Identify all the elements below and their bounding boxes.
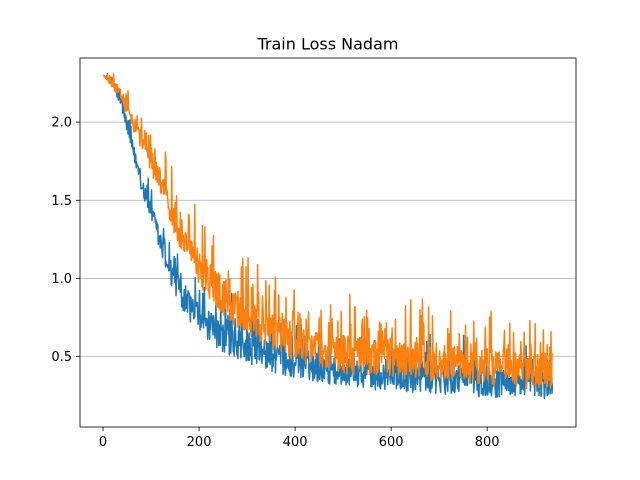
y-tick-label-0: 0.5	[51, 350, 72, 365]
x-tick-label-2: 400	[283, 435, 308, 450]
x-axis-ticks: 0 200 400 600 800	[99, 427, 500, 450]
axes	[79, 57, 577, 428]
series-line-2	[102, 72, 554, 390]
axes-frame	[79, 57, 577, 428]
x-tick-label-1: 200	[187, 435, 212, 450]
x-tick-label-4: 800	[475, 435, 500, 450]
y-axis-ticks: 0.5 1.0 1.5 2.0	[51, 116, 80, 365]
chart-title: Train Loss Nadam	[257, 35, 399, 54]
y-tick-label-2: 1.5	[51, 194, 72, 209]
y-tick-label-3: 2.0	[51, 116, 72, 131]
series-layer	[102, 72, 554, 400]
x-tick-label-0: 0	[99, 435, 107, 450]
y-tick-label-1: 1.0	[51, 272, 72, 287]
x-tick-label-3: 600	[379, 435, 404, 450]
